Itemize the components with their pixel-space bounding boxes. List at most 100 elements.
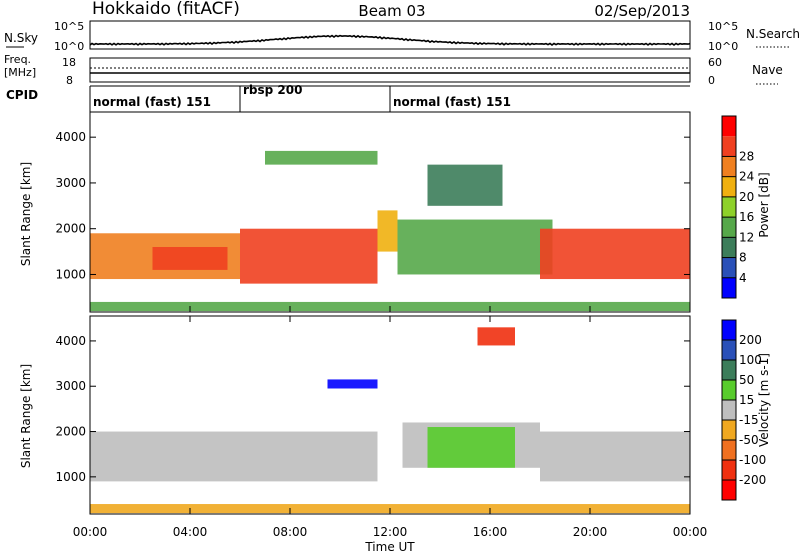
colorbar-swatch [722,217,736,238]
sky-noise-frame [89,20,691,50]
power-panel: 1000 2000 3000 4000 Slant Range [km] 4 8 12 16… [19,111,771,313]
cpid-segment-label: rbsp 200 [243,83,302,97]
colorbar-tick-label: 28 [739,149,754,163]
y-tick-label: 2000 [55,425,86,439]
x-tick-label: 08:00 [273,525,308,539]
heatmap-cell [427,427,515,468]
freq-label-top: Freq. [4,53,31,66]
power-ylabel: Slant Range [km] [19,162,33,266]
beam-title: Beam 03 [358,2,425,20]
colorbar-swatch [722,320,736,340]
velocity-panel: 1000 2000 3000 4000 Slant Range [km] 200 100… [19,315,771,515]
y-tick-label: 1000 [55,470,86,484]
x-tick-label: 00:00 [673,525,708,539]
y-tick-label: 1000 [55,267,86,281]
x-tick-label: 12:00 [373,525,408,539]
velocity-heatmap [90,327,690,514]
colorbar-tick-label: 8 [739,251,747,265]
sky-tick-top-right: 10^5 [708,20,738,33]
colorbar-swatch [722,196,736,218]
station-title: Hokkaido (fitACF) [92,0,240,19]
colorbar-tick-label: 24 [739,170,754,184]
colorbar-swatch [722,460,736,480]
colorbar-swatch [722,277,736,298]
y-tick-label: 4000 [55,334,86,348]
colorbar-tick-label: -50 [739,433,759,447]
velocity-frame [89,315,691,515]
velocity-y-axis: 1000 2000 3000 4000 [55,334,690,484]
date-title: 02/Sep/2013 [594,2,690,20]
colorbar-tick-label: 200 [739,333,762,347]
velocity-ylabel: Slant Range [km] [19,364,33,468]
sky-tick-bottom-right: 10^0 [708,40,738,53]
heatmap-cell [397,219,553,275]
colorbar-swatch [722,176,736,197]
heatmap-cell [240,228,378,284]
velocity-colorbar-label: Velocity [m s-1] [757,353,771,447]
colorbar-swatch [722,420,736,440]
x-tick-label: 16:00 [473,525,508,539]
colorbar-tick-label: 4 [739,271,747,285]
colorbar-tick-label: -15 [739,413,759,427]
freq-panel: Freq. [MHz] 18 8 60 0 Nave [4,53,783,87]
colorbar-frame [721,115,737,299]
colorbar-swatch [722,360,736,380]
power-y-axis: 1000 2000 3000 4000 [55,130,690,281]
sky-tick-bottom-left: 10^0 [54,40,84,53]
heatmap-cell [90,431,378,482]
colorbar-tick-label: 12 [739,230,754,244]
colorbar-swatch [722,440,736,460]
colorbar-frame [721,319,737,501]
y-tick-label: 3000 [55,176,86,190]
colorbar-swatch [722,156,736,177]
colorbar-tick-label: 16 [739,210,754,224]
x-tick-label: 00:00 [73,525,108,539]
colorbar-swatch [722,237,736,258]
heatmap-cell [377,210,398,252]
nave-tick-top: 60 [708,56,722,69]
sky-tick-top-left: 10^5 [54,20,84,33]
x-tick-label: 20:00 [573,525,608,539]
colorbar-swatch [722,340,736,360]
colorbar-tick-label: -100 [739,453,766,467]
y-tick-label: 2000 [55,222,86,236]
sky-noise-trace [89,34,691,46]
colorbar-tick-label: 15 [739,393,754,407]
nave-tick-bottom: 0 [708,74,715,87]
heatmap-cell [265,150,378,165]
colorbar-swatch [722,380,736,400]
nave-label: Nave [752,63,783,77]
cpid-segment-label: normal (fast) 151 [93,95,211,109]
freq-tick-top: 18 [62,56,76,69]
freq-tick-bottom: 8 [66,74,73,87]
sky-label: N.Sky [4,31,38,45]
heatmap-cell [152,247,228,270]
y-tick-label: 3000 [55,379,86,393]
colorbar-swatch [722,400,736,420]
velocity-colorbar: 200 100 50 15 -15 -50 -100 -200 [721,319,766,501]
colorbar-swatch [722,116,736,137]
colorbar-tick-label: 50 [739,373,754,387]
heatmap-cell [540,228,690,280]
search-label: N.Search [746,27,800,41]
cpid-label: CPID [6,88,38,102]
sky-noise-panel: N.Sky 10^5 10^0 10^5 10^0 N.Search [4,20,800,53]
heatmap-cell [427,164,503,206]
power-colorbar: 4 8 12 16 20 24 28 [721,115,754,299]
x-tick-label: 04:00 [173,525,208,539]
freq-frame [89,57,691,83]
colorbar-tick-label: 100 [739,353,762,367]
cpid-segment-label: normal (fast) 151 [393,95,511,109]
heatmap-cell [540,431,690,482]
x-axis-label: Time UT [364,540,415,554]
colorbar-tick-label: 20 [739,190,754,204]
heatmap-cell [477,327,515,346]
y-tick-label: 4000 [55,130,86,144]
heatmap-cell [327,379,378,389]
colorbar-swatch [722,136,736,157]
cpid-segments: normal (fast) 151 rbsp 200 normal (fast) 1… [89,83,511,112]
colorbar-swatch [722,257,736,278]
colorbar-swatch [722,480,736,500]
